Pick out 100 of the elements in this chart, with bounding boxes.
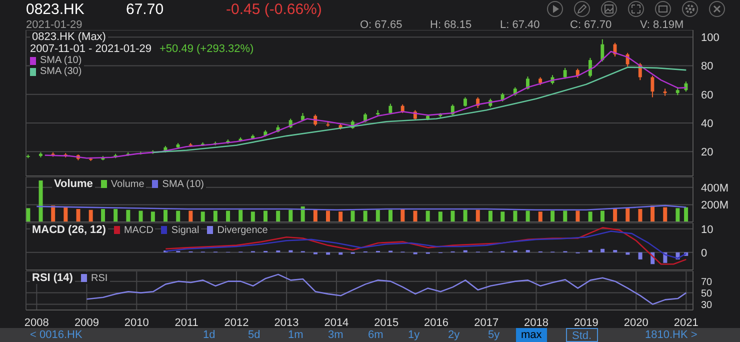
text: 0823.HK [26, 1, 84, 18]
bar [138, 210, 143, 222]
bar [476, 210, 480, 222]
y-tick-label: 40 [701, 118, 714, 130]
annotation: O: 67.65 [360, 19, 402, 31]
bar [38, 180, 43, 222]
bar [350, 210, 355, 222]
line-series [152, 66, 687, 154]
bar [288, 210, 293, 222]
bar [76, 209, 80, 222]
bar [613, 209, 618, 222]
text: 3m [327, 328, 344, 342]
x-tick-label: 2009 [74, 316, 99, 329]
y-tick-label: 400M [701, 182, 729, 194]
text: 1y [407, 328, 421, 342]
y-tick-label: 80 [701, 60, 714, 73]
bar [226, 210, 230, 222]
bar [438, 212, 442, 222]
bar [338, 212, 343, 222]
legend-label: Signal [171, 224, 200, 236]
bar [114, 209, 118, 222]
x-tick-label: 2018 [524, 316, 549, 329]
x-tick-label: 2016 [424, 316, 449, 329]
x-tick-label: 2015 [374, 316, 399, 329]
bar [376, 210, 380, 222]
bar [526, 210, 530, 222]
bar [413, 210, 418, 222]
bar [488, 210, 492, 222]
bar [188, 210, 193, 222]
candlestick [588, 57, 592, 78]
legend-label: Divergence [217, 224, 268, 236]
bar [576, 210, 580, 222]
bar [250, 212, 255, 222]
x-tick-label: 2019 [574, 316, 598, 329]
chart-title: Volume [52, 178, 95, 190]
bar [600, 210, 604, 222]
text: 6m [367, 328, 384, 342]
y-tick-label: 50 [701, 288, 713, 300]
y-tick-label: 200M [701, 200, 729, 212]
annotation: C: 67.70 [570, 19, 612, 31]
candlestick [650, 75, 654, 98]
bar [326, 210, 330, 222]
bar [563, 210, 568, 222]
text: 1810.HK > [644, 328, 698, 342]
bar [588, 212, 592, 222]
text: 5d [247, 328, 262, 342]
text: 2y [447, 328, 461, 342]
x-tick-label: 2013 [274, 316, 299, 329]
bar [276, 210, 280, 222]
x-tick-label: 2017 [474, 316, 499, 329]
bar [400, 209, 405, 222]
bar [200, 212, 205, 222]
bar [363, 210, 368, 222]
x-tick-label: 2010 [124, 316, 149, 329]
line-series [164, 227, 687, 265]
y-tick-label: 10 [701, 224, 714, 236]
x-tick-label: 2008 [24, 316, 49, 329]
bar [26, 208, 30, 222]
bar [88, 210, 93, 222]
bar [126, 210, 130, 222]
bar [164, 210, 168, 222]
y-tick-label: 20 [701, 146, 714, 159]
bar [463, 210, 468, 222]
bar [513, 210, 518, 222]
bar [626, 208, 630, 222]
annotation: V: 8.19M [640, 19, 684, 31]
legend-label: SMA (10) [162, 178, 204, 190]
text: 2007-11-01 - 2021-01-29 [30, 43, 152, 55]
annotation: 2021-01-29 [26, 19, 82, 31]
chart-title: RSI (14) [30, 272, 75, 284]
annotation: H: 68.15 [430, 19, 472, 31]
bar [450, 210, 455, 222]
legend-label: MACD [124, 224, 154, 236]
y-tick-label: 100 [701, 32, 720, 44]
bar [150, 212, 155, 222]
legend-label: SMA (30) [40, 66, 82, 77]
x-tick-label: 2020 [624, 316, 648, 329]
bar [213, 210, 218, 222]
bar [538, 212, 542, 222]
legend-label: SMA (10) [40, 55, 82, 66]
chart-title: 0823.HK (Max) [30, 31, 108, 43]
annotation: +50.49 (+293.32%) [160, 43, 254, 55]
x-tick-label: 2011 [174, 316, 198, 329]
y-tick-label: 30 [701, 300, 713, 311]
bar [101, 209, 106, 222]
legend-label: RSI [90, 272, 108, 284]
candlestick [464, 96, 467, 108]
bar [684, 207, 688, 222]
y-tick-label: 70 [701, 276, 713, 288]
bar [238, 210, 243, 222]
bar [500, 212, 505, 222]
candlestick [600, 38, 604, 62]
text: -0.45 (-0.66%) [226, 1, 322, 18]
x-tick-label: 2021 [674, 316, 698, 329]
text: max [516, 328, 547, 342]
text: 5y [487, 328, 501, 342]
line-series [86, 274, 687, 305]
text: < 0016.HK [29, 328, 84, 342]
chart-title: MACD (26, 12) [30, 224, 108, 236]
y-tick-label: 0 [701, 247, 708, 260]
